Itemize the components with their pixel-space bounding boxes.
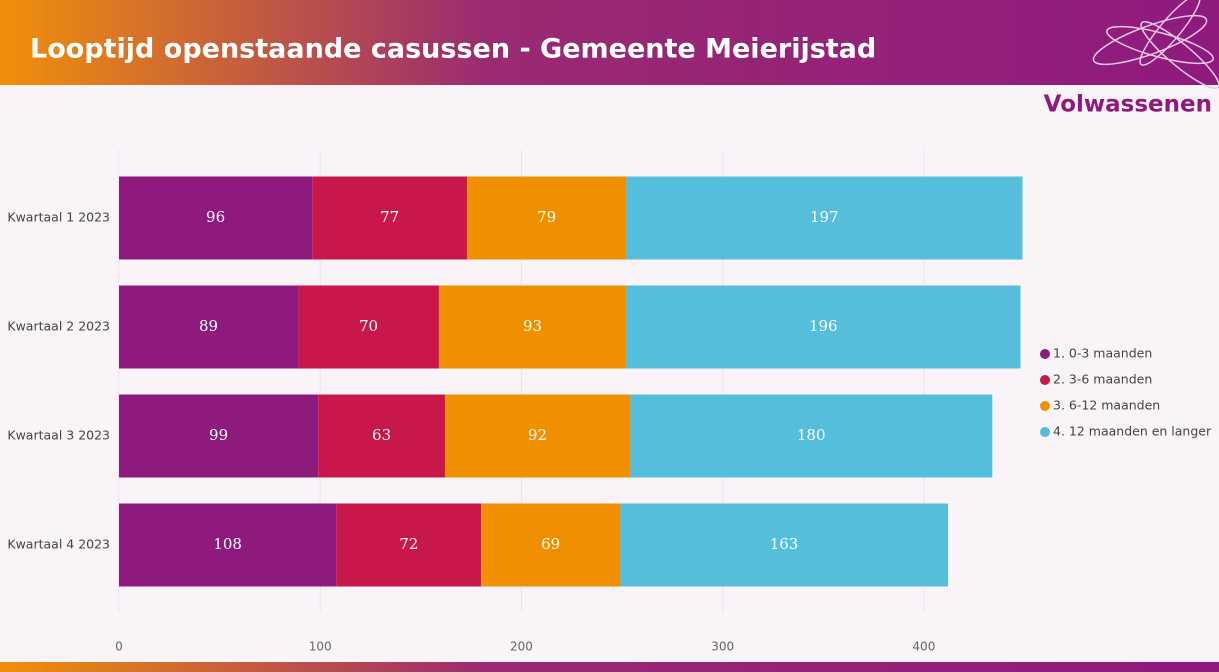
value-label: 197	[810, 208, 839, 226]
bar-segment	[119, 503, 337, 587]
value-label: 69	[541, 535, 560, 553]
legend-label: 1. 0-3 maanden	[1053, 346, 1152, 361]
legend-label: 4. 12 maanden en langer	[1053, 424, 1212, 439]
legend-marker	[1040, 401, 1050, 411]
legend-marker	[1040, 375, 1050, 385]
header-banner	[0, 0, 1219, 85]
y-tick-label: Kwartaal 4 2023	[7, 537, 110, 552]
x-tick-label: 0	[115, 640, 123, 654]
bar-segment	[119, 176, 313, 260]
value-label: 196	[809, 317, 838, 335]
chart-title: Looptijd openstaande casussen - Gemeente…	[30, 34, 876, 65]
legend-label: 3. 6-12 maanden	[1053, 398, 1160, 413]
value-label: 89	[199, 317, 218, 335]
bar-segment	[444, 394, 631, 478]
value-label: 96	[206, 208, 225, 226]
bar-segment	[318, 394, 445, 478]
bar-segment	[312, 176, 468, 260]
value-label: 92	[528, 426, 547, 444]
value-label: 70	[359, 317, 378, 335]
bar-segment	[626, 285, 1021, 369]
bar-segment	[630, 394, 993, 478]
bar-segment	[481, 503, 621, 587]
value-label: 108	[213, 535, 242, 553]
y-tick-label: Kwartaal 3 2023	[7, 428, 110, 443]
legend-label: 2. 3-6 maanden	[1053, 372, 1152, 387]
value-label: 99	[209, 426, 228, 444]
bar-segment	[467, 176, 627, 260]
y-tick-label: Kwartaal 2 2023	[7, 319, 110, 334]
bar-segment	[620, 503, 949, 587]
bar-segment	[626, 176, 1023, 260]
value-label: 180	[797, 426, 826, 444]
bar-segment	[119, 285, 299, 369]
x-tick-label: 300	[711, 640, 734, 654]
x-tick-label: 200	[510, 640, 533, 654]
value-label: 93	[523, 317, 542, 335]
x-tick-label: 400	[912, 640, 935, 654]
bar-segment	[298, 285, 439, 369]
value-label: 79	[537, 208, 556, 226]
bar-segment	[438, 285, 627, 369]
legend-marker	[1040, 349, 1050, 359]
x-tick-label: 100	[309, 640, 332, 654]
bar-segment	[119, 394, 319, 478]
footer-stripe	[0, 662, 1219, 672]
value-label: 72	[399, 535, 418, 553]
subtitle: Volwassenen	[1044, 92, 1212, 118]
value-label: 163	[770, 535, 799, 553]
value-label: 63	[372, 426, 391, 444]
flower-decoration	[1092, 0, 1219, 89]
bar-segment	[336, 503, 482, 587]
value-label: 77	[380, 208, 399, 226]
y-tick-label: Kwartaal 1 2023	[7, 210, 110, 225]
legend-marker	[1040, 427, 1050, 437]
